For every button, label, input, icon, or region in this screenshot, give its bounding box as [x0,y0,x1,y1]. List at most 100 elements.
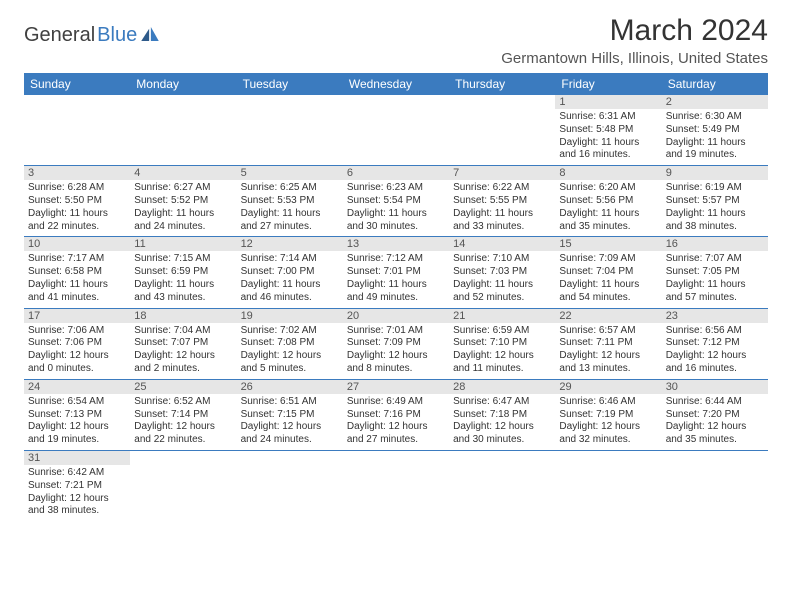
calendar-day-cell: 2Sunrise: 6:30 AMSunset: 5:49 PMDaylight… [662,95,768,166]
calendar-day-cell: 13Sunrise: 7:12 AMSunset: 7:01 PMDayligh… [343,237,449,308]
sunrise-text: Sunrise: 6:28 AM [28,182,126,195]
weekday-header: Saturday [662,73,768,95]
sunrise-text: Sunrise: 6:42 AM [28,467,126,480]
sunrise-text: Sunrise: 6:19 AM [666,182,764,195]
daylight-text: Daylight: 11 hours [347,279,445,292]
sunset-text: Sunset: 5:56 PM [559,195,657,208]
day-number: 17 [24,309,130,323]
sunset-text: Sunset: 7:07 PM [134,337,232,350]
daylight-text: and 35 minutes. [559,221,657,234]
sunset-text: Sunset: 7:14 PM [134,409,232,422]
daylight-text: and 38 minutes. [666,221,764,234]
day-number: 5 [237,166,343,180]
sunset-text: Sunset: 7:04 PM [559,266,657,279]
sunrise-text: Sunrise: 7:15 AM [134,253,232,266]
daylight-text: Daylight: 12 hours [28,421,126,434]
sunrise-text: Sunrise: 6:51 AM [241,396,339,409]
calendar-day-cell [24,95,130,166]
daylight-text: Daylight: 12 hours [559,350,657,363]
daylight-text: Daylight: 11 hours [28,279,126,292]
sunrise-text: Sunrise: 7:10 AM [453,253,551,266]
sunset-text: Sunset: 7:01 PM [347,266,445,279]
day-number: 8 [555,166,661,180]
sunrise-text: Sunrise: 6:25 AM [241,182,339,195]
daylight-text: Daylight: 12 hours [241,421,339,434]
logo-text-general: General [24,24,95,47]
daylight-text: Daylight: 12 hours [347,350,445,363]
sunrise-text: Sunrise: 6:49 AM [347,396,445,409]
calendar-day-cell: 21Sunrise: 6:59 AMSunset: 7:10 PMDayligh… [449,308,555,379]
calendar-day-cell [555,450,661,521]
calendar-day-cell: 25Sunrise: 6:52 AMSunset: 7:14 PMDayligh… [130,379,236,450]
daylight-text: Daylight: 11 hours [241,279,339,292]
calendar-day-cell [130,450,236,521]
day-number: 25 [130,380,236,394]
sunrise-text: Sunrise: 6:22 AM [453,182,551,195]
calendar-day-cell: 30Sunrise: 6:44 AMSunset: 7:20 PMDayligh… [662,379,768,450]
sunrise-text: Sunrise: 6:31 AM [559,111,657,124]
calendar-day-cell: 10Sunrise: 7:17 AMSunset: 6:58 PMDayligh… [24,237,130,308]
calendar-day-cell: 7Sunrise: 6:22 AMSunset: 5:55 PMDaylight… [449,166,555,237]
month-title: March 2024 [501,14,768,48]
day-number: 24 [24,380,130,394]
calendar-day-cell [449,450,555,521]
calendar-day-cell: 1Sunrise: 6:31 AMSunset: 5:48 PMDaylight… [555,95,661,166]
calendar-day-cell: 18Sunrise: 7:04 AMSunset: 7:07 PMDayligh… [130,308,236,379]
daylight-text: Daylight: 12 hours [453,421,551,434]
sunrise-text: Sunrise: 7:14 AM [241,253,339,266]
sunset-text: Sunset: 7:15 PM [241,409,339,422]
daylight-text: and 22 minutes. [28,221,126,234]
daylight-text: and 52 minutes. [453,292,551,305]
daylight-text: and 41 minutes. [28,292,126,305]
day-number: 10 [24,237,130,251]
sunrise-text: Sunrise: 7:12 AM [347,253,445,266]
calendar-day-cell [343,95,449,166]
daylight-text: and 33 minutes. [453,221,551,234]
calendar-day-cell [237,95,343,166]
day-number: 15 [555,237,661,251]
calendar-week-row: 1Sunrise: 6:31 AMSunset: 5:48 PMDaylight… [24,95,768,166]
calendar-week-row: 31Sunrise: 6:42 AMSunset: 7:21 PMDayligh… [24,450,768,521]
header: General Blue March 2024 Germantown Hills… [24,14,768,67]
daylight-text: and 43 minutes. [134,292,232,305]
sunrise-text: Sunrise: 6:59 AM [453,325,551,338]
sunset-text: Sunset: 5:55 PM [453,195,551,208]
calendar-day-cell: 5Sunrise: 6:25 AMSunset: 5:53 PMDaylight… [237,166,343,237]
sunrise-text: Sunrise: 7:06 AM [28,325,126,338]
sunset-text: Sunset: 7:06 PM [28,337,126,350]
daylight-text: Daylight: 11 hours [666,279,764,292]
sunrise-text: Sunrise: 6:23 AM [347,182,445,195]
calendar-week-row: 24Sunrise: 6:54 AMSunset: 7:13 PMDayligh… [24,379,768,450]
calendar-day-cell: 6Sunrise: 6:23 AMSunset: 5:54 PMDaylight… [343,166,449,237]
weekday-header-row: Sunday Monday Tuesday Wednesday Thursday… [24,73,768,95]
daylight-text: Daylight: 12 hours [347,421,445,434]
day-number: 18 [130,309,236,323]
day-number: 28 [449,380,555,394]
calendar-day-cell: 23Sunrise: 6:56 AMSunset: 7:12 PMDayligh… [662,308,768,379]
daylight-text: and 19 minutes. [28,434,126,447]
calendar-day-cell: 16Sunrise: 7:07 AMSunset: 7:05 PMDayligh… [662,237,768,308]
sunrise-text: Sunrise: 6:52 AM [134,396,232,409]
daylight-text: and 2 minutes. [134,363,232,376]
day-number: 20 [343,309,449,323]
day-number: 2 [662,95,768,109]
daylight-text: and 27 minutes. [347,434,445,447]
calendar-week-row: 10Sunrise: 7:17 AMSunset: 6:58 PMDayligh… [24,237,768,308]
day-number: 12 [237,237,343,251]
sunset-text: Sunset: 5:57 PM [666,195,764,208]
daylight-text: Daylight: 11 hours [134,279,232,292]
sunset-text: Sunset: 7:16 PM [347,409,445,422]
daylight-text: and 11 minutes. [453,363,551,376]
daylight-text: Daylight: 12 hours [134,350,232,363]
daylight-text: Daylight: 12 hours [666,421,764,434]
calendar-day-cell: 8Sunrise: 6:20 AMSunset: 5:56 PMDaylight… [555,166,661,237]
sail-icon [141,27,159,41]
calendar-day-cell: 26Sunrise: 6:51 AMSunset: 7:15 PMDayligh… [237,379,343,450]
calendar-table: Sunday Monday Tuesday Wednesday Thursday… [24,73,768,521]
daylight-text: Daylight: 11 hours [559,208,657,221]
calendar-day-cell: 14Sunrise: 7:10 AMSunset: 7:03 PMDayligh… [449,237,555,308]
daylight-text: Daylight: 11 hours [666,208,764,221]
calendar-day-cell: 4Sunrise: 6:27 AMSunset: 5:52 PMDaylight… [130,166,236,237]
daylight-text: and 13 minutes. [559,363,657,376]
daylight-text: Daylight: 11 hours [453,208,551,221]
